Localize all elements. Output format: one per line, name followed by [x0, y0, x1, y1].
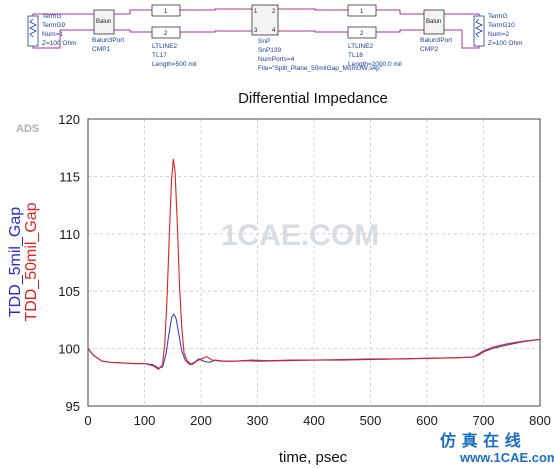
- wire-1: [32, 29, 94, 49]
- balun-left-label-0: Balun3Port: [92, 37, 124, 44]
- tline-left-symbol: 1 2: [151, 4, 181, 39]
- term-left-label-1: TermG9: [42, 22, 66, 29]
- plot-area: 1CAE.COM ADS: [16, 118, 541, 407]
- tline-left-port-2: 2: [164, 31, 168, 37]
- watermark: 1CAE.COM: [221, 219, 379, 252]
- schematic-wires: [32, 8, 480, 49]
- chart-title: Differential Impedance: [238, 90, 388, 107]
- term-left-label-3: Z=100 Ohm: [42, 40, 77, 47]
- balun-left-box-label: Balun: [96, 19, 111, 25]
- wire-11: [444, 29, 480, 49]
- y-tick-100: 100: [58, 342, 80, 357]
- tline-right-label-1: TL18: [348, 52, 363, 59]
- tline-right-label-0: LTLINE2: [348, 43, 374, 50]
- balun-right-box-label: Balun: [426, 19, 441, 25]
- y-label-series-2: TDD_50mil_Gap: [23, 202, 40, 321]
- plot-border: [87, 118, 541, 407]
- tline-left-label-2: Length=500 mil: [152, 61, 197, 68]
- balun-right-label-0: Balun3Port: [420, 37, 452, 44]
- term-left-label-2: Num=1: [42, 31, 64, 38]
- wire-6: [278, 8, 348, 11]
- x-tick-800: 800: [529, 413, 551, 428]
- snp-port-1: 1: [254, 9, 258, 15]
- tline-right-port-1: 1: [360, 9, 364, 15]
- tline-left-port-1: 1: [164, 9, 168, 15]
- site-logo: 仿 真 在 线 www.1CAE.com: [440, 431, 554, 465]
- tline-left-label-1: TL17: [152, 52, 167, 59]
- term-right-label-1: TermG10: [488, 22, 515, 29]
- y-tick-95: 95: [66, 399, 80, 414]
- x-tick-400: 400: [303, 413, 325, 428]
- y-axis-labels: TDD_5mil_Gap TDD_50mil_Gap: [7, 202, 40, 321]
- y-label-series-1: TDD_5mil_Gap: [7, 207, 24, 317]
- snp-label-1: SnP139: [258, 47, 282, 54]
- y-tick-105: 105: [58, 284, 80, 299]
- wire-0: [32, 13, 94, 16]
- y-tick-120: 120: [58, 112, 80, 127]
- wire-2: [114, 9, 152, 15]
- logo-url: www.1CAE.com: [459, 450, 554, 465]
- balun-right-label-1: CMP2: [420, 46, 438, 53]
- term-right-label-0: TermG: [488, 13, 508, 20]
- balun-left-symbol: Balun: [93, 9, 115, 35]
- y-tick-110: 110: [59, 227, 80, 242]
- balun-left-label-1: CMP1: [92, 46, 110, 53]
- tline-left-label-0: LTLINE2: [152, 43, 178, 50]
- logo-chars: 仿 真 在 线: [440, 431, 521, 450]
- tline-right-port-2: 2: [360, 31, 364, 37]
- corner-label: ADS: [16, 123, 39, 135]
- x-tick-100: 100: [134, 413, 156, 428]
- x-tick-200: 200: [190, 413, 212, 428]
- tline-right-label-2: Length=2000.0 mil: [348, 61, 402, 68]
- snp-symbol: 1 2 3 4: [251, 4, 279, 36]
- snp-port-4: 4: [272, 28, 276, 34]
- x-axis-label: time, psec: [279, 449, 348, 466]
- wire-8: [376, 9, 424, 15]
- wire-5: [180, 30, 252, 33]
- term-left-symbol: [27, 15, 39, 47]
- y-tick-115: 115: [59, 169, 80, 184]
- wire-3: [114, 29, 152, 33]
- snp-port-2: 2: [272, 9, 276, 15]
- snp-label-0: SnP: [258, 38, 270, 45]
- balun-right-symbol: Balun: [423, 9, 445, 35]
- term-right-symbol: [473, 15, 485, 47]
- wire-4: [180, 8, 252, 11]
- x-tick-labels: 0 100 200 300 400 500 600 700 800: [84, 413, 550, 428]
- wire-7: [278, 30, 348, 33]
- snp-label-2: NumPorts=4: [258, 56, 295, 63]
- series-layer: [87, 158, 541, 370]
- x-tick-600: 600: [416, 413, 438, 428]
- snp-port-3: 3: [254, 28, 258, 34]
- x-tick-0: 0: [84, 413, 91, 428]
- series-line-tdd-50mil-gap: [87, 158, 541, 370]
- wire-10: [444, 13, 480, 16]
- x-tick-300: 300: [247, 413, 269, 428]
- snp-label-3: File="Split_Plane_50milGap_MomUW.s4p": [258, 65, 383, 72]
- schematic: TermG TermG9 Num=1 Z=100 Ohm Balun Balun…: [27, 4, 523, 72]
- term-right-label-3: Z=100 Ohm: [488, 40, 523, 47]
- term-left-label-0: TermG: [42, 13, 62, 20]
- x-tick-500: 500: [360, 413, 382, 428]
- x-tick-700: 700: [473, 413, 495, 428]
- term-right-label-2: Num=2: [488, 31, 510, 38]
- wire-9: [376, 29, 424, 33]
- tline-right-symbol: 1 2: [347, 4, 377, 39]
- y-tick-labels: 95 100 105 110 115 120: [58, 112, 80, 414]
